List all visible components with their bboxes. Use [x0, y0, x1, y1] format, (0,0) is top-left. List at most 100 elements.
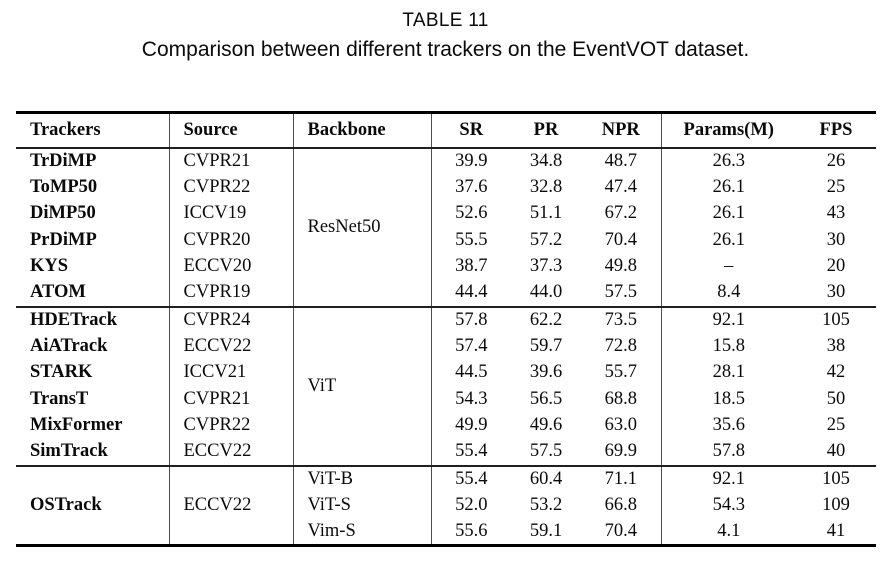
col-header-sr: SR	[459, 119, 484, 140]
table-row: TransT CVPR21 54.3 56.5 68.8 18.5 50	[16, 386, 876, 413]
col-header-npr: NPR	[581, 112, 662, 148]
source-cell: CVPR19	[169, 280, 294, 307]
source-cell: CVPR20	[169, 227, 294, 254]
source-cell: ECCV22	[169, 439, 294, 466]
table-row: SimTrack ECCV22 55.4 57.5 69.9 57.8 40	[16, 439, 876, 466]
pr-value: 59.7	[529, 335, 563, 356]
params-value: 15.8	[712, 335, 745, 356]
npr-value: 71.1	[581, 465, 662, 492]
tracker-name: HDETrack	[16, 306, 170, 333]
table-row: PrDiMP CVPR20 55.5 57.2 70.4 26.1 30	[16, 227, 876, 254]
table-caption: Comparison between different trackers on…	[141, 38, 750, 61]
tracker-name: ToMP50	[16, 174, 170, 201]
table-row: ATOM CVPR19 44.4 44.0 57.5 8.4 30	[16, 280, 876, 307]
col-header-source: Source	[169, 112, 294, 148]
sr-value: 55.5	[455, 229, 488, 250]
sr-value: 38.7	[455, 256, 488, 277]
fps-value: 109	[822, 494, 850, 515]
source-cell: ICCV21	[169, 359, 294, 386]
table-row: KYS ECCV20 38.7 37.3 49.8 – 20	[16, 253, 876, 280]
params-value: 28.1	[712, 362, 745, 383]
source-cell: CVPR21	[169, 386, 294, 413]
tracker-name: ATOM	[16, 280, 170, 307]
table-title-block: TABLE 11 Comparison between different tr…	[0, 0, 891, 63]
fps-value: 43	[826, 203, 846, 224]
source-cell: ECCV20	[169, 253, 294, 280]
table-row: ToMP50 CVPR22 37.6 32.8 47.4 26.1 25	[16, 174, 876, 201]
backbone-cell: ResNet50	[293, 147, 432, 307]
tracker-name: DiMP50	[16, 200, 170, 227]
pr-value: 53.2	[529, 494, 563, 515]
source-cell: ECCV22	[169, 333, 294, 360]
npr-value: 72.8	[581, 333, 662, 360]
params-value: 26.1	[712, 203, 745, 224]
params-value: 26.1	[712, 176, 745, 197]
sr-value: 52.6	[455, 203, 488, 224]
params-value: 8.4	[717, 282, 741, 303]
source-cell: CVPR21	[169, 147, 294, 174]
pr-value: 49.6	[529, 415, 563, 436]
npr-value: 69.9	[581, 439, 662, 466]
fps-value: 41	[826, 520, 846, 541]
sr-value: 44.4	[455, 282, 488, 303]
col-header-pr: PR	[533, 119, 559, 140]
sr-value: 49.9	[455, 415, 488, 436]
group-vit: HDETrack CVPR24 ViT 57.8 62.2 73.5 92.1 …	[16, 306, 876, 466]
table-row: STARK ICCV21 44.5 39.6 55.7 28.1 42	[16, 359, 876, 386]
params-value: 92.1	[712, 468, 745, 489]
npr-value: 47.4	[581, 174, 662, 201]
npr-value: 70.4	[581, 227, 662, 254]
table-number: TABLE 11	[402, 10, 489, 31]
tracker-name: TrDiMP	[16, 147, 170, 174]
fps-value: 40	[826, 441, 846, 462]
pr-value: 57.5	[529, 441, 563, 462]
npr-value: 48.7	[581, 147, 662, 174]
trackers-comparison-table: Trackers Source Backbone SR PR NPR Param…	[16, 111, 876, 547]
params-value: 26.1	[712, 229, 745, 250]
tracker-name: OSTrack	[16, 465, 170, 545]
sr-value: 55.4	[455, 441, 488, 462]
npr-value: 63.0	[581, 412, 662, 439]
sr-value: 52.0	[455, 494, 488, 515]
tracker-name: STARK	[16, 359, 170, 386]
col-header-trackers: Trackers	[16, 112, 170, 148]
source-cell: ECCV22	[169, 465, 294, 545]
pr-value: 59.1	[529, 520, 563, 541]
table-row: ViT-S 52.0 53.2 66.8 54.3 109	[16, 492, 876, 519]
backbone-cell: ViT-S	[293, 492, 432, 519]
fps-value: 30	[826, 282, 846, 303]
backbone-cell: Vim-S	[293, 518, 432, 545]
pr-value: 34.8	[529, 150, 563, 171]
sr-value: 54.3	[455, 388, 488, 409]
pr-value: 44.0	[529, 282, 563, 303]
fps-value: 105	[822, 309, 850, 330]
col-header-params: Params(M)	[683, 119, 774, 140]
pr-value: 56.5	[529, 388, 563, 409]
fps-value: 30	[826, 229, 846, 250]
tracker-name: SimTrack	[16, 439, 170, 466]
npr-value: 57.5	[581, 280, 662, 307]
table-row: OSTrack ECCV22 ViT-B 55.4 60.4 71.1 92.1…	[16, 465, 876, 545]
npr-value: 67.2	[581, 200, 662, 227]
pr-value: 51.1	[529, 203, 563, 224]
table-row: MixFormer CVPR22 49.9 49.6 63.0 35.6 25	[16, 412, 876, 439]
sr-value: 37.6	[455, 176, 488, 197]
pr-value: 37.3	[529, 256, 563, 277]
col-header-fps: FPS	[819, 119, 853, 140]
tracker-name: PrDiMP	[16, 227, 170, 254]
source-cell: CVPR22	[169, 174, 294, 201]
fps-value: 25	[826, 415, 846, 436]
pr-value: 57.2	[529, 229, 563, 250]
sr-value: 55.6	[455, 520, 488, 541]
params-value: 18.5	[712, 388, 745, 409]
backbone-cell: ViT-B	[293, 465, 432, 492]
fps-value: 38	[826, 335, 846, 356]
group-ostrack: OSTrack ECCV22 ViT-B 55.4 60.4 71.1 92.1…	[16, 465, 876, 545]
params-value: 57.8	[712, 441, 745, 462]
sr-value: 57.4	[455, 335, 488, 356]
fps-value: 42	[826, 362, 846, 383]
fps-value: 50	[826, 388, 846, 409]
fps-value: 105	[822, 468, 850, 489]
backbone-cell: ViT	[293, 306, 432, 466]
